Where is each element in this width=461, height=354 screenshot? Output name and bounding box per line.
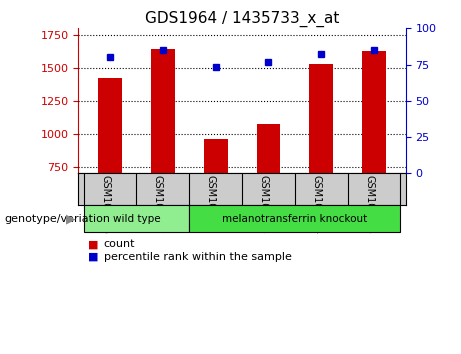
Text: percentile rank within the sample: percentile rank within the sample xyxy=(104,252,292,262)
Text: GSM101414: GSM101414 xyxy=(311,175,321,234)
Bar xyxy=(309,64,333,173)
Text: GSM101417: GSM101417 xyxy=(153,175,163,234)
Text: count: count xyxy=(104,239,135,249)
Text: melanotransferrin knockout: melanotransferrin knockout xyxy=(222,213,367,224)
Text: ▶: ▶ xyxy=(66,212,76,225)
Text: GSM101412: GSM101412 xyxy=(206,175,216,234)
Text: ■: ■ xyxy=(88,252,98,262)
Bar xyxy=(256,124,280,173)
Title: GDS1964 / 1435733_x_at: GDS1964 / 1435733_x_at xyxy=(145,11,339,27)
Bar xyxy=(204,139,228,173)
Text: genotype/variation: genotype/variation xyxy=(5,213,111,224)
Text: wild type: wild type xyxy=(112,213,160,224)
Bar xyxy=(362,51,386,173)
Bar xyxy=(151,50,175,173)
Text: ■: ■ xyxy=(88,239,98,249)
Text: GSM101415: GSM101415 xyxy=(364,175,374,234)
Text: GSM101413: GSM101413 xyxy=(259,175,268,234)
Bar xyxy=(98,78,122,173)
Text: GSM101416: GSM101416 xyxy=(100,175,110,234)
